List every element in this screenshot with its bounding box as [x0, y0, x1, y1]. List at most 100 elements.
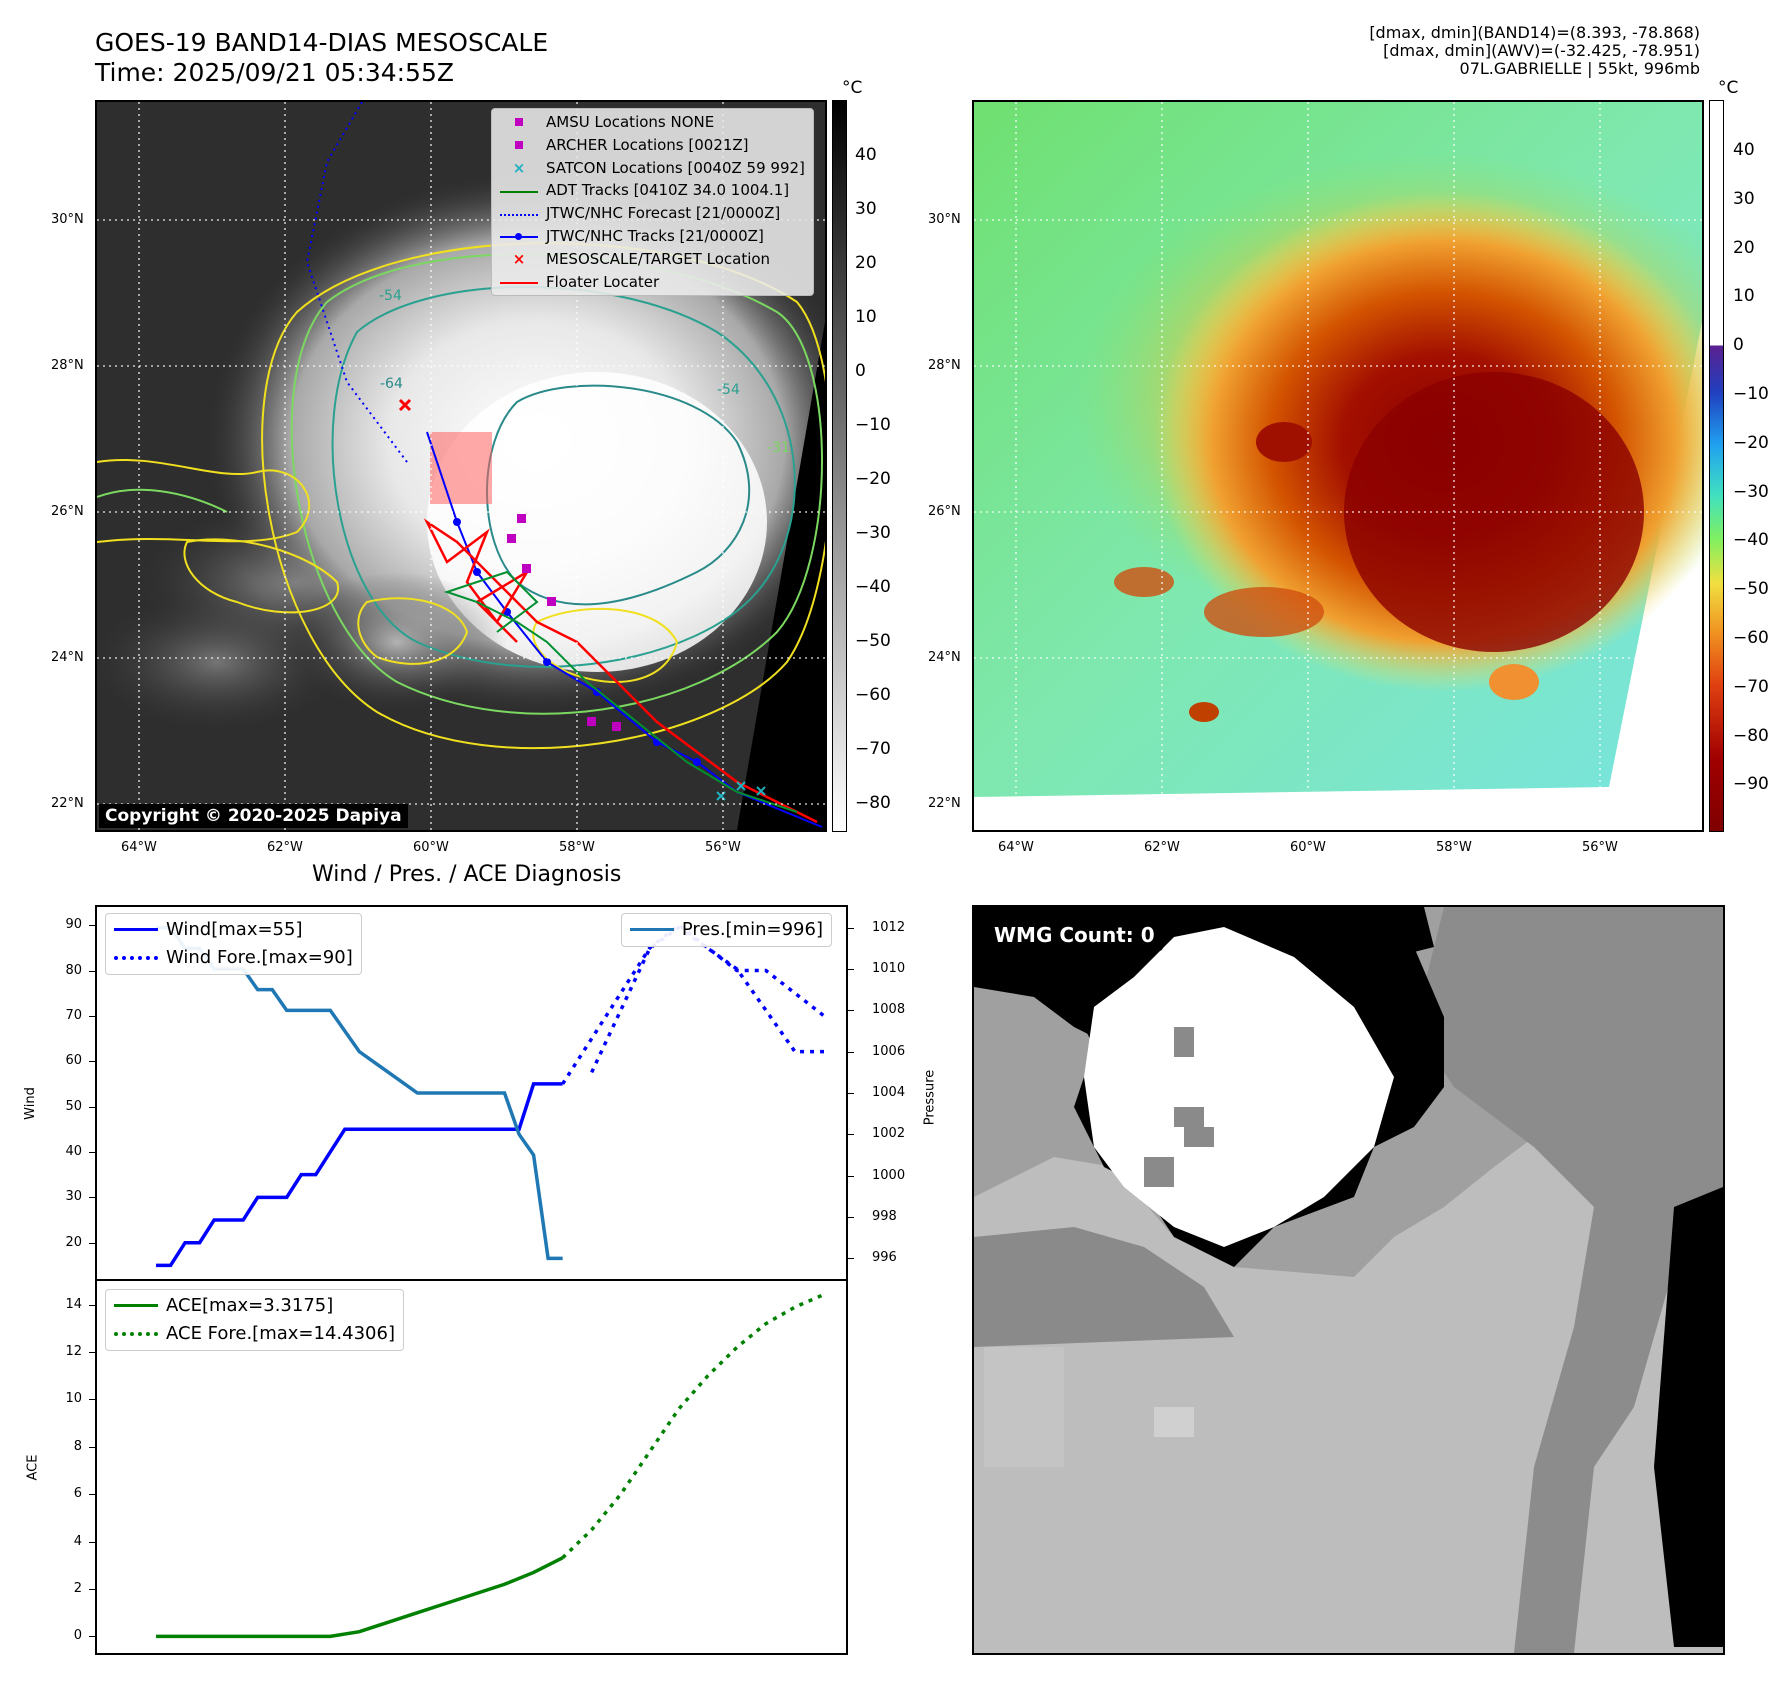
y-right-tick-label: 1012 — [872, 919, 906, 935]
lat-label: 28°N — [928, 358, 961, 373]
series-line-1 — [561, 922, 826, 1085]
figure-title: GOES-19 BAND14-DIAS MESOSCALE Time: 2025… — [95, 28, 548, 88]
right-cbar-tick: 40 — [1733, 140, 1755, 160]
awv-map — [972, 100, 1704, 832]
left-cbar-tick: 0 — [855, 361, 866, 381]
left-cbar-tick: −80 — [855, 793, 891, 813]
right-cbar-tick: −20 — [1733, 432, 1769, 453]
awv-map-svg — [974, 102, 1702, 830]
lat-label: 30°N — [51, 212, 84, 227]
right-cbar-unit: °C — [1718, 78, 1739, 98]
y-tick-label: 60 — [65, 1053, 82, 1069]
y-tick-label: 30 — [65, 1189, 82, 1205]
y-tick — [89, 1352, 95, 1354]
floater-box — [430, 432, 492, 504]
wmg-band — [1414, 907, 1723, 1653]
right-cbar-tick: 0 — [1733, 335, 1744, 356]
contour-label-1: -54 — [379, 288, 402, 304]
right-cbar-tick: −50 — [1733, 579, 1769, 600]
legend-amsu: AMSU Locations NONE — [500, 111, 805, 134]
lon-label: 64°W — [121, 840, 157, 855]
y-right-tick — [848, 927, 854, 929]
y-tick — [89, 1015, 95, 1017]
pressure-legend: Pres.[min=996] — [620, 913, 832, 947]
lon-label: 58°W — [1436, 840, 1472, 855]
wmg-count-label: WMG Count: 0 — [986, 919, 1163, 951]
left-cbar-tick: 10 — [855, 307, 877, 327]
y-tick — [89, 1589, 95, 1591]
left-cbar-tick: −40 — [855, 577, 891, 597]
left-cbar-tick: −50 — [855, 631, 891, 651]
lon-label: 62°W — [1144, 840, 1180, 855]
y-tick-label: 50 — [65, 1098, 82, 1114]
lon-label: 56°W — [1582, 840, 1618, 855]
target-marker — [398, 398, 412, 412]
lat-label: 26°N — [51, 504, 84, 519]
y-tick — [89, 1304, 95, 1306]
y-right-tick — [848, 1217, 854, 1218]
lon-label: 58°W — [559, 840, 595, 855]
band14-map: -54 -64 -54 -31 — [95, 100, 827, 832]
lat-label: 24°N — [928, 650, 961, 665]
wind-axis-label: Wind — [22, 1087, 38, 1120]
legend-adt: ADT Tracks [0410Z 34.0 1004.1] — [500, 179, 805, 202]
legend-ace: ACE[max=3.3175] — [114, 1292, 395, 1320]
contour-label-2: -64 — [380, 376, 403, 392]
y-tick — [89, 1061, 95, 1063]
left-cbar-tick: −30 — [855, 523, 891, 543]
series-line-2 — [156, 925, 563, 1261]
left-cbar-tick: −70 — [855, 739, 891, 759]
lon-label: 60°W — [413, 840, 449, 855]
wmg-panel: WMG Count: 0 — [972, 905, 1725, 1655]
y-tick-label: 70 — [65, 1007, 82, 1023]
info-line3: 07L.GABRIELLE | 55kt, 996mb — [1459, 59, 1700, 78]
y-right-tick — [848, 1134, 854, 1136]
wind-legend: Wind[max=55] Wind Fore.[max=90] — [105, 913, 362, 975]
y-right-tick — [848, 1093, 854, 1094]
y-tick — [89, 1541, 95, 1543]
left-cbar-tick: −20 — [855, 469, 891, 489]
left-cbar-tick: 20 — [855, 253, 877, 273]
info-text: [dmax, dmin](BAND14)=(8.393, -78.868) [d… — [1369, 24, 1700, 78]
y-right-tick — [848, 1175, 854, 1177]
y-tick — [89, 1399, 95, 1401]
wind-pressure-chart: Wind[max=55] Wind Fore.[max=90] Pres.[mi… — [95, 905, 848, 1281]
title-line2: Time: 2025/09/21 05:34:55Z — [95, 58, 454, 87]
y-tick-label: 10 — [65, 1391, 82, 1407]
copyright: Copyright © 2020-2025 Dapiya — [99, 804, 408, 828]
y-tick-label: 0 — [73, 1628, 82, 1644]
contour-cold — [486, 384, 751, 606]
y-right-tick-label: 996 — [872, 1250, 897, 1266]
y-right-tick-label: 1010 — [872, 961, 906, 976]
y-tick — [89, 925, 95, 927]
y-tick — [89, 1636, 95, 1638]
left-cbar-unit: °C — [842, 78, 863, 98]
y-tick-label: 12 — [65, 1344, 82, 1360]
y-right-tick-label: 1008 — [872, 1002, 906, 1018]
contour-label-4: -31 — [767, 440, 790, 456]
info-line2: [dmax, dmin](AWV)=(-32.425, -78.951) — [1383, 41, 1700, 60]
y-tick — [89, 1106, 95, 1108]
ace-svg — [156, 1292, 825, 1639]
y-tick-label: 80 — [65, 962, 82, 978]
right-cbar-tick: −10 — [1733, 384, 1769, 404]
y-tick — [89, 1494, 95, 1496]
ace-chart: ACE[max=3.3175] ACE Fore.[max=14.4306] — [95, 1279, 848, 1655]
left-cbar-tick: −60 — [855, 685, 891, 705]
wmg-svg — [974, 907, 1723, 1653]
legend-target: × MESOSCALE/TARGET Location — [512, 249, 771, 269]
title-line1: GOES-19 BAND14-DIAS MESOSCALE — [95, 28, 549, 57]
lat-label: 28°N — [51, 358, 84, 373]
y-right-tick — [848, 1051, 854, 1053]
y-tick — [89, 970, 95, 972]
y-tick — [89, 1151, 95, 1153]
pressure-axis-label: Pressure — [922, 1069, 938, 1126]
jtwc-track-dots — [453, 518, 701, 766]
lat-label: 26°N — [928, 504, 961, 519]
y-tick-label: 4 — [73, 1533, 82, 1549]
right-cbar-tick: −90 — [1733, 774, 1769, 795]
awv-colorbar — [1709, 100, 1724, 832]
right-cbar-tick: 30 — [1733, 188, 1755, 209]
legend-forecast: JTWC/NHC Forecast [21/0000Z] — [500, 202, 805, 225]
diagnosis-title: Wind / Pres. / ACE Diagnosis — [312, 862, 622, 887]
